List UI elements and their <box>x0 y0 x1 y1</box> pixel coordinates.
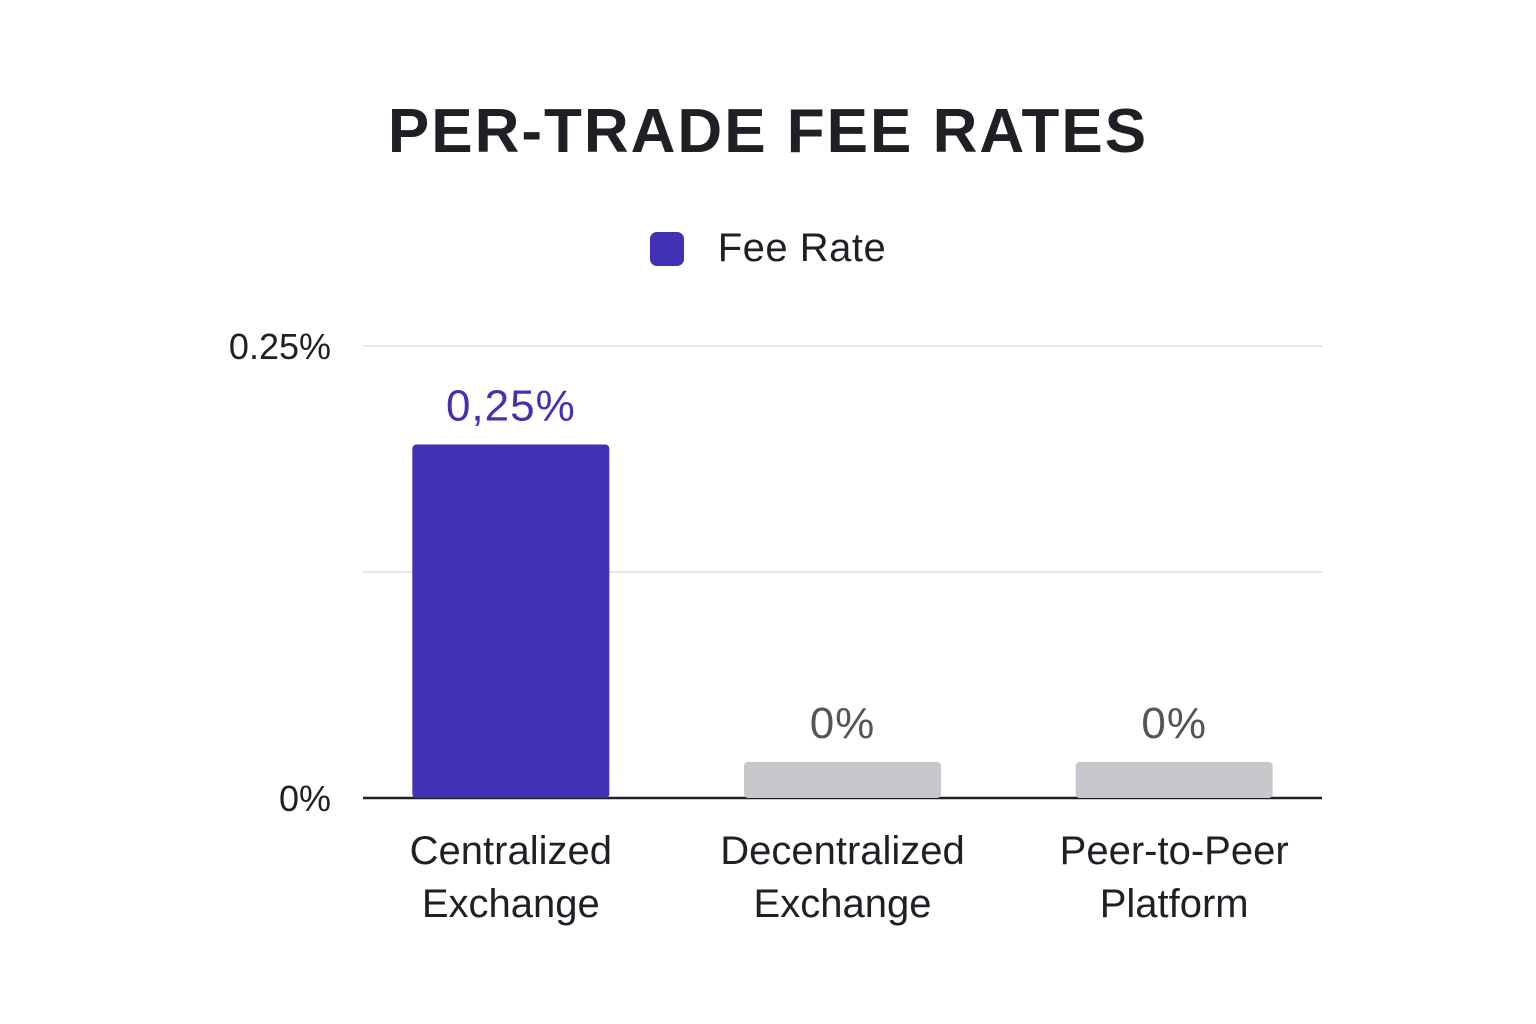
data-label: 0% <box>1141 699 1207 748</box>
chart-title: PER-TRADE FEE RATES <box>387 97 1149 166</box>
y-tick-label: 0% <box>279 778 331 819</box>
bar <box>412 444 610 798</box>
legend-swatch-fee-rate <box>649 231 684 266</box>
legend: Fee Rate <box>0 226 1536 271</box>
bar <box>1075 762 1273 798</box>
x-tick-label: Exchange <box>422 882 600 926</box>
x-tick-label: Decentralized <box>720 829 965 873</box>
x-tick-label: Centralized <box>410 829 612 873</box>
y-tick-label: 0.25% <box>229 326 331 367</box>
legend-label-fee-rate: Fee Rate <box>717 226 887 270</box>
bar <box>744 762 941 798</box>
data-label: 0% <box>810 699 876 748</box>
data-label: 0,25% <box>446 382 576 431</box>
x-tick-label: Platform <box>1100 882 1249 926</box>
x-tick-label: Exchange <box>754 882 932 926</box>
x-tick-label: Peer-to-Peer <box>1060 829 1289 873</box>
